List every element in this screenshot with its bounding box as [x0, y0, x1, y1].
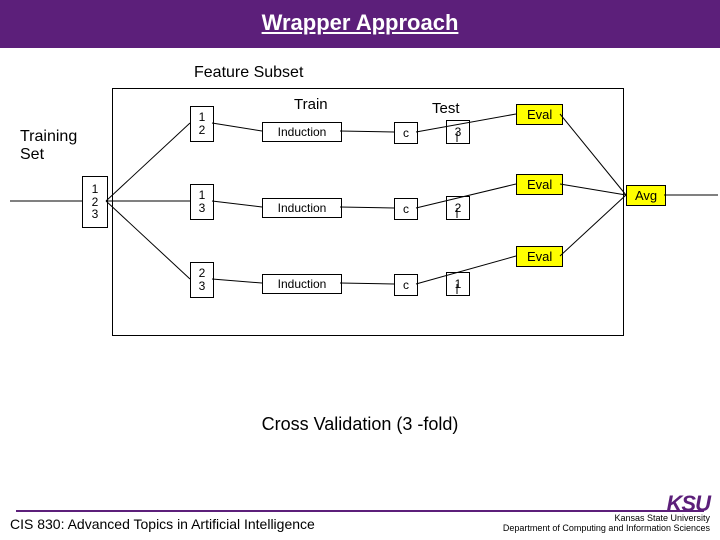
footer-univ-2: Department of Computing and Information …	[503, 523, 710, 533]
footer-course: CIS 830: Advanced Topics in Artificial I…	[10, 516, 315, 532]
footer: CIS 830: Advanced Topics in Artificial I…	[0, 510, 720, 534]
caption: Cross Validation (3 -fold)	[0, 414, 720, 435]
title-band: Wrapper Approach	[0, 0, 720, 48]
footer-affiliation: KSU Kansas State University Department o…	[503, 492, 710, 534]
diagram: Feature Subset Training Set Train Test 1…	[0, 48, 720, 408]
slide-title: Wrapper Approach	[262, 10, 459, 35]
diagram-wires	[0, 48, 720, 348]
footer-univ-1: Kansas State University	[614, 513, 710, 523]
